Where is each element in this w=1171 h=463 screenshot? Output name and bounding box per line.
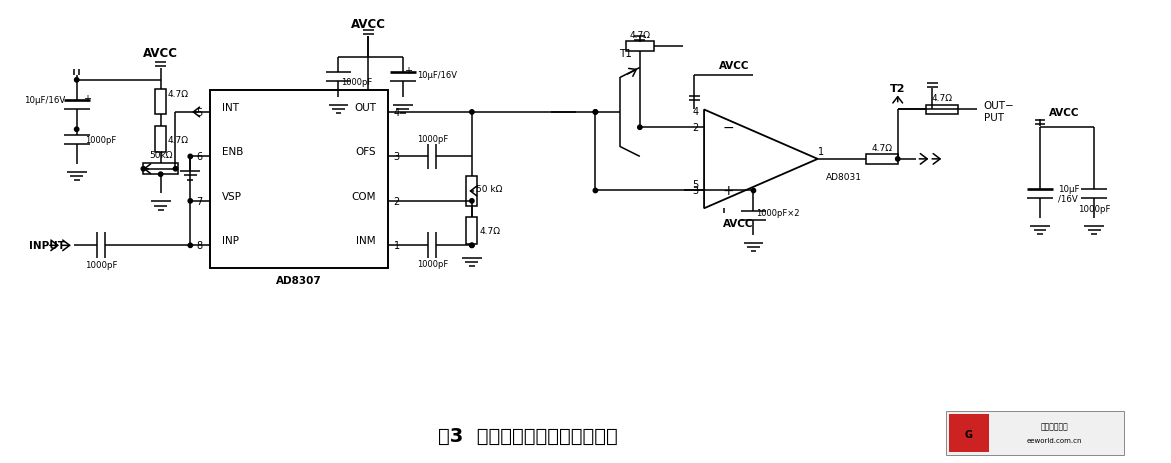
Text: +: + [404,66,412,76]
Circle shape [189,199,192,204]
Text: COM: COM [351,192,376,201]
Bar [949,414,988,452]
Text: 3: 3 [393,152,399,162]
Circle shape [470,199,474,204]
Text: −: − [723,121,734,135]
Text: /16V: /16V [1057,194,1077,203]
Circle shape [752,189,755,193]
Text: 3: 3 [692,186,698,196]
Text: 1000pF: 1000pF [1078,204,1110,213]
Text: T2: T2 [890,83,905,94]
Text: 4: 4 [692,107,698,117]
Text: 10μF/16V: 10μF/16V [418,71,458,80]
Text: AVCC: AVCC [724,219,754,229]
Bar [156,89,166,115]
Text: OUT: OUT [354,103,376,113]
Text: 2: 2 [692,123,698,133]
Text: 1: 1 [393,241,399,251]
Text: OFS: OFS [356,147,376,157]
Text: 4.7Ω: 4.7Ω [629,31,650,40]
Text: 1000pF: 1000pF [84,135,116,144]
Circle shape [142,167,145,172]
Text: INT: INT [222,103,239,113]
Text: 50kΩ: 50kΩ [149,151,172,160]
Bar [143,164,178,175]
Text: 2: 2 [393,196,400,206]
Text: 1000pF×2: 1000pF×2 [756,208,800,217]
Bar [626,42,653,51]
Circle shape [75,128,78,132]
Bar [210,91,388,268]
Text: 7: 7 [196,196,203,206]
Text: +: + [723,184,734,198]
Bar [867,155,898,164]
Text: 8: 8 [196,241,203,251]
Bar [926,105,958,115]
Circle shape [594,111,597,115]
Bar [466,177,478,206]
Text: 1000pF: 1000pF [417,259,448,268]
Text: 1000pF: 1000pF [85,260,117,269]
Text: 1000pF: 1000pF [417,135,448,144]
Circle shape [189,244,192,248]
Text: T1: T1 [618,49,631,58]
Text: 4.7Ω: 4.7Ω [167,90,189,99]
Text: INPUT: INPUT [29,241,66,251]
Text: 图3  回波接收单元的对数放大器: 图3 回波接收单元的对数放大器 [438,426,617,445]
Text: AVCC: AVCC [350,18,385,31]
Circle shape [75,79,78,83]
Bar [156,127,166,153]
Text: 4.7Ω: 4.7Ω [167,135,189,144]
Text: 50 kΩ: 50 kΩ [477,184,502,193]
Text: 4.7Ω: 4.7Ω [932,94,953,103]
Text: G: G [965,429,973,438]
Circle shape [638,126,642,130]
Text: 4.7Ω: 4.7Ω [479,226,500,236]
Circle shape [594,111,597,115]
Bar [946,411,1124,455]
Text: INM: INM [356,236,376,246]
Circle shape [470,244,474,248]
Bar [466,217,478,245]
Text: 4: 4 [393,108,399,118]
Text: AD8307: AD8307 [276,276,322,286]
Text: 5: 5 [196,108,203,118]
Text: AD8031: AD8031 [826,173,862,182]
Circle shape [470,111,474,115]
Circle shape [173,167,178,172]
Text: 10μF/16V: 10μF/16V [25,96,66,105]
Text: 1000pF: 1000pF [342,78,372,87]
Text: eeworld.com.cn: eeworld.com.cn [1027,438,1082,444]
Text: AVCC: AVCC [719,61,749,71]
Text: 1: 1 [817,147,823,156]
Text: 6: 6 [196,152,203,162]
Text: INP: INP [222,236,239,246]
Text: AVCC: AVCC [143,47,178,60]
Text: VSP: VSP [222,192,242,201]
Text: +: + [82,94,90,104]
Circle shape [594,189,597,193]
Text: 5: 5 [692,179,698,189]
Text: OUT−: OUT− [984,100,1014,110]
Text: ENB: ENB [222,147,244,157]
Text: 10μF: 10μF [1057,185,1080,194]
Circle shape [470,244,474,248]
Text: PUT: PUT [984,113,1004,123]
Text: 电子工程世界: 电子工程世界 [1041,421,1069,430]
Circle shape [896,157,899,162]
Circle shape [158,173,163,177]
Text: 4.7Ω: 4.7Ω [871,143,892,152]
Circle shape [189,155,192,159]
Text: AVCC: AVCC [1049,108,1080,118]
